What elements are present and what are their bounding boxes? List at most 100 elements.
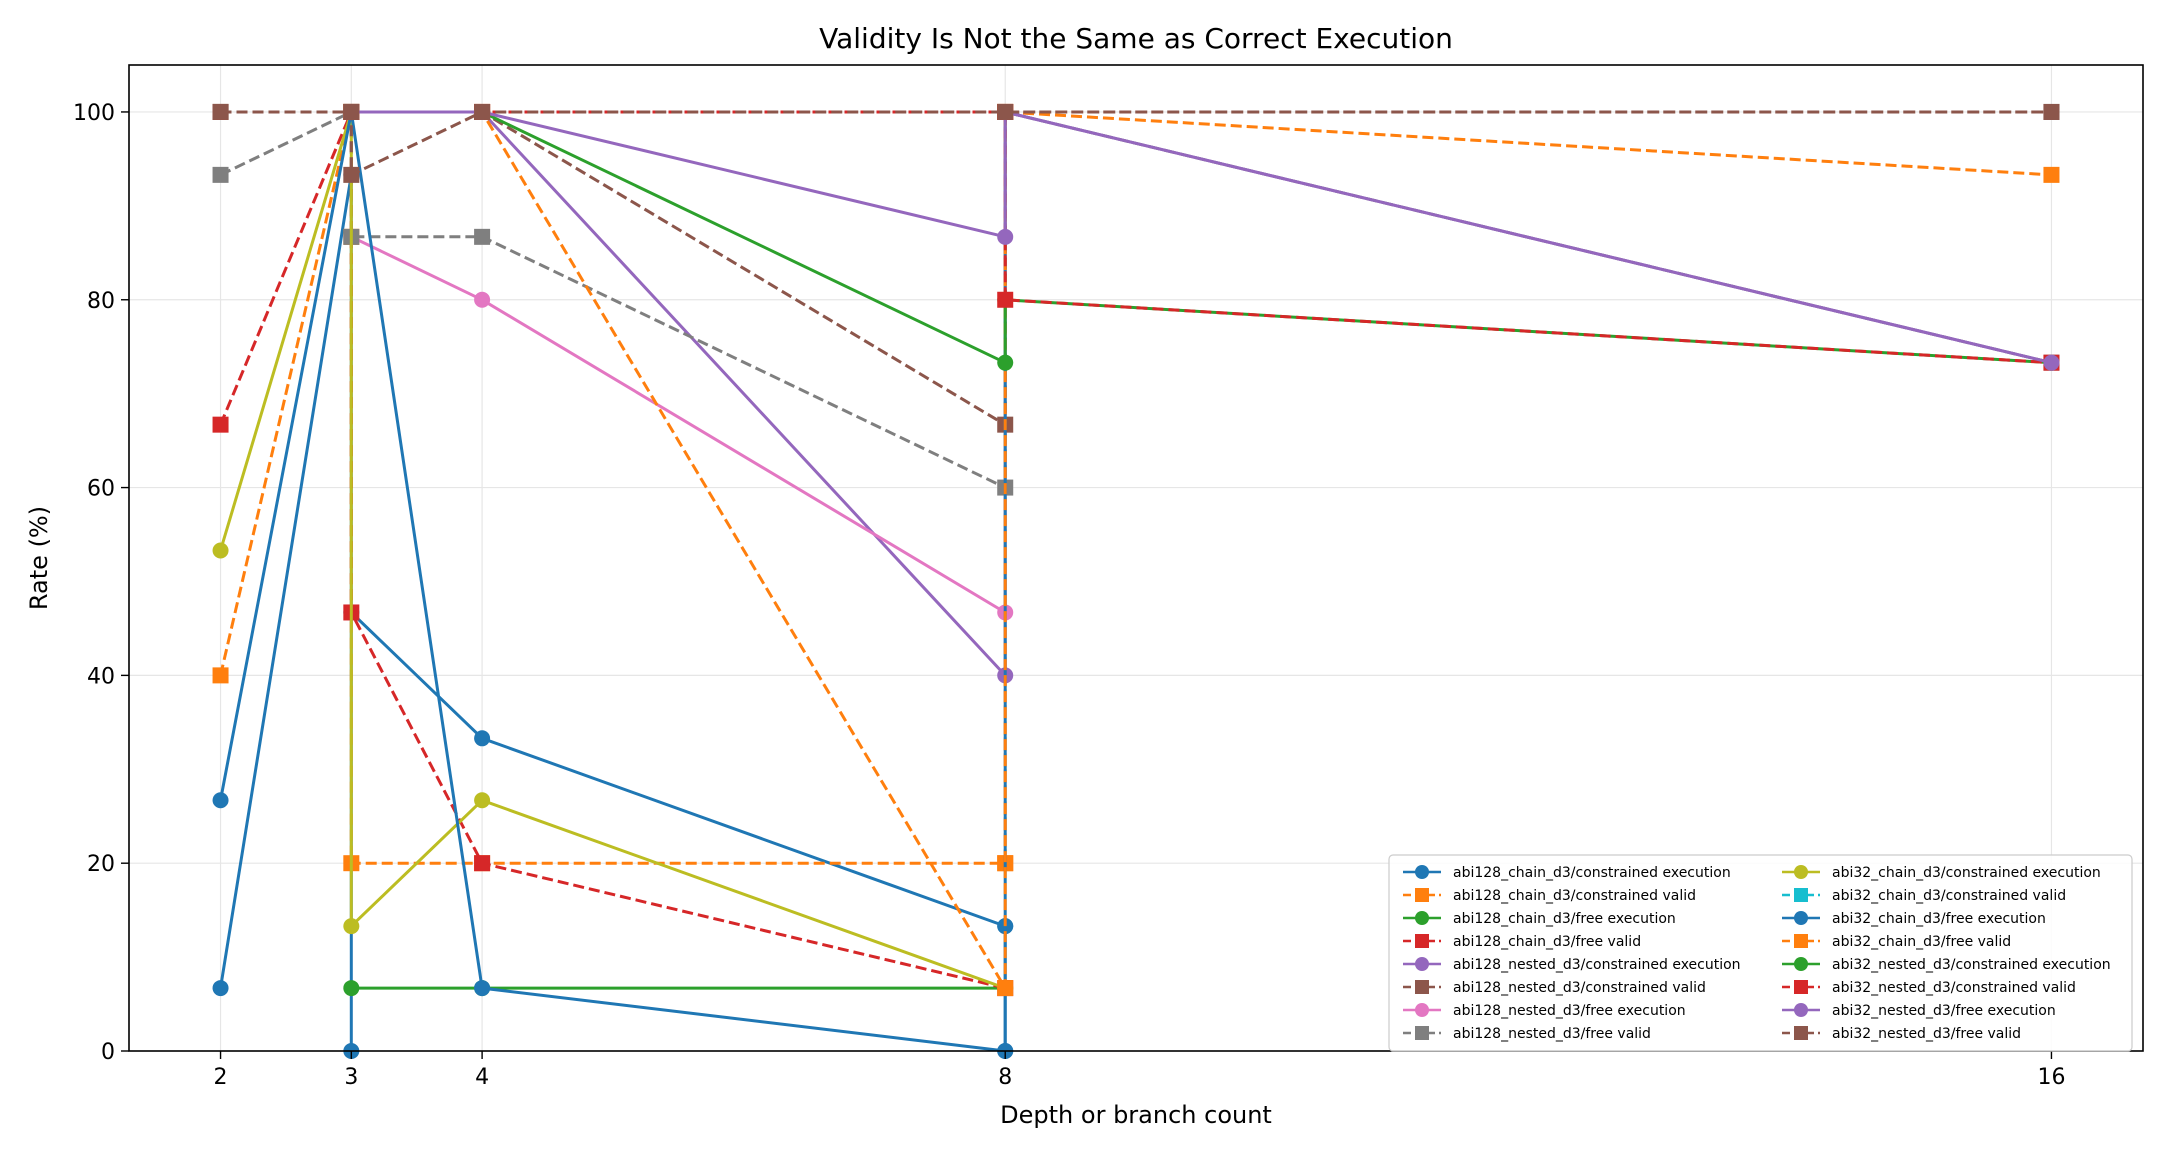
data-point: [997, 228, 1014, 245]
legend-label: abi128_chain_d3/free valid: [1453, 934, 1641, 950]
legend-item: abi32_nested_d3/free execution: [1782, 1003, 2056, 1019]
data-point: [212, 542, 229, 559]
data-point: [997, 980, 1014, 997]
series-line: [220, 110, 2052, 365]
series-14: [343, 103, 2060, 371]
series-2: [343, 980, 1014, 997]
data-point: [2043, 354, 2060, 371]
legend-marker: [1794, 957, 1808, 971]
legend-label: abi32_chain_d3/constrained valid: [1832, 888, 2066, 904]
x-tick-label: 2: [214, 1065, 228, 1090]
y-axis: 0 20 40 60 80 100: [73, 101, 129, 1065]
series-4: [343, 103, 2060, 684]
legend: abi128_chain_d3/constrained execution abi…: [1388, 854, 2133, 1052]
y-tick-label: 100: [73, 101, 115, 126]
data-point: [343, 166, 360, 183]
data-point: [343, 103, 360, 120]
legend-item: abi32_nested_d3/constrained valid: [1782, 980, 2076, 996]
legend-marker: [1415, 957, 1429, 971]
x-tick-label: 4: [475, 1065, 489, 1090]
legend-marker: [1794, 911, 1808, 925]
legend-label: abi128_nested_d3/constrained execution: [1453, 957, 1741, 973]
legend-marker: [1794, 888, 1808, 902]
legend-marker: [1415, 1026, 1429, 1040]
y-tick-label: 60: [87, 477, 115, 502]
series-line: [351, 110, 2052, 365]
data-point: [474, 855, 491, 872]
legend-item: abi128_chain_d3/free valid: [1403, 934, 1641, 950]
legend-marker: [1415, 911, 1429, 925]
series-line: [220, 110, 2052, 990]
x-axis-label: Depth or branch count: [1000, 1101, 1272, 1129]
series-line: [351, 110, 2052, 677]
y-axis-label: Rate (%): [25, 506, 53, 610]
legend-item: abi128_chain_d3/constrained execution: [1403, 865, 1731, 881]
series-line: [351, 110, 2052, 365]
y-tick-label: 40: [87, 664, 115, 689]
legend-marker: [1415, 1003, 1429, 1017]
legend-marker: [1415, 980, 1429, 994]
series-15: [212, 103, 2060, 183]
series-line: [350, 235, 1006, 614]
x-tick-label: 16: [2037, 1065, 2065, 1090]
series-10: [212, 103, 1014, 1059]
legend-label: abi128_chain_d3/free execution: [1453, 911, 1676, 927]
series-line: [220, 110, 2052, 177]
plot-area: [212, 103, 2060, 1059]
series-5: [343, 103, 2060, 433]
legend-marker: [1794, 1026, 1808, 1040]
x-tick-label: 3: [344, 1065, 358, 1090]
legend-label: abi128_chain_d3/constrained execution: [1453, 865, 1731, 881]
legend-marker: [1794, 1003, 1808, 1017]
y-tick-label: 0: [101, 1040, 115, 1065]
data-point: [474, 730, 491, 747]
legend-item: abi128_nested_d3/free execution: [1403, 1003, 1686, 1019]
y-tick-label: 20: [87, 852, 115, 877]
legend-item: abi32_chain_d3/constrained execution: [1782, 865, 2101, 881]
data-point: [212, 980, 229, 997]
data-point: [474, 792, 491, 809]
data-point: [997, 103, 1014, 120]
legend-label: abi32_chain_d3/free execution: [1832, 911, 2046, 927]
data-point: [2043, 103, 2060, 120]
data-point: [343, 980, 360, 997]
legend-marker: [1794, 865, 1808, 879]
legend-item: abi128_nested_d3/constrained execution: [1403, 957, 1741, 973]
legend-marker: [1794, 980, 1808, 994]
data-point: [997, 291, 1014, 308]
legend-label: abi32_nested_d3/free valid: [1832, 1026, 2021, 1042]
data-point: [2043, 166, 2060, 183]
data-point: [474, 980, 491, 997]
legend-label: abi128_nested_d3/free valid: [1453, 1026, 1651, 1042]
data-point: [474, 103, 491, 120]
data-point: [212, 792, 229, 809]
legend-label: abi32_nested_d3/constrained valid: [1832, 980, 2076, 996]
legend-item: abi128_chain_d3/constrained valid: [1403, 888, 1696, 904]
legend-item: abi32_chain_d3/free valid: [1782, 934, 2011, 950]
legend-label: abi32_chain_d3/free valid: [1832, 934, 2011, 950]
series-6: [343, 228, 1014, 621]
data-point: [474, 291, 491, 308]
legend-label: abi128_nested_d3/free execution: [1453, 1003, 1686, 1019]
legend-label: abi32_nested_d3/constrained execution: [1832, 957, 2111, 973]
data-point: [212, 667, 229, 684]
data-point: [212, 103, 229, 120]
legend-marker: [1415, 888, 1429, 902]
axes-frame: [128, 64, 2144, 1052]
data-point: [212, 416, 229, 433]
legend-item: abi32_chain_d3/constrained valid: [1782, 888, 2066, 904]
legend-item: abi128_chain_d3/free execution: [1403, 911, 1676, 927]
legend-label: abi32_nested_d3/free execution: [1832, 1003, 2056, 1019]
x-tick-label: 8: [998, 1065, 1012, 1090]
legend-item: abi32_nested_d3/constrained execution: [1782, 957, 2111, 973]
legend-marker: [1794, 934, 1808, 948]
series-12: [343, 103, 2060, 371]
chart-title: Validity Is Not the Same as Correct Exec…: [819, 22, 1453, 55]
legend-box: [1388, 854, 2133, 1052]
legend-item: abi128_nested_d3/free valid: [1403, 1026, 1651, 1042]
legend-item: abi32_nested_d3/free valid: [1782, 1026, 2021, 1042]
legend-label: abi128_chain_d3/constrained valid: [1453, 888, 1696, 904]
x-axis: 2 3 4 8 16: [214, 1051, 2065, 1090]
y-tick-label: 80: [87, 289, 115, 314]
